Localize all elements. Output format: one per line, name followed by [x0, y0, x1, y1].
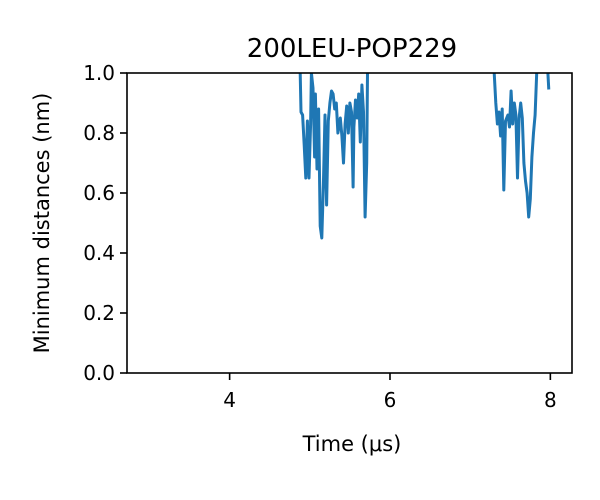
y-tick-label: 0.0: [83, 361, 115, 385]
series-line-segment: [298, 73, 370, 240]
series-line-segment: [546, 73, 551, 90]
plot-frame: [126, 72, 573, 374]
x-axis: 4 6 8: [223, 373, 557, 412]
y-axis-label: Minimum distances (nm): [30, 93, 54, 354]
x-tick-label: 8: [544, 388, 557, 412]
plot-area: [126, 72, 573, 374]
series-line-segment: [492, 73, 539, 219]
y-tick-label: 0.6: [83, 181, 115, 205]
x-tick-label: 6: [384, 388, 397, 412]
y-tick-label: 0.2: [83, 301, 115, 325]
y-tick-label: 1.0: [83, 61, 115, 85]
y-tick-label: 0.4: [83, 241, 115, 265]
y-tick-label: 0.8: [83, 121, 115, 145]
x-axis-label: Time (μs): [302, 432, 402, 456]
y-axis: 0.0 0.2 0.4 0.6 0.8 1.0: [83, 61, 127, 385]
x-tick-label: 4: [223, 388, 236, 412]
chart-title: 200LEU-POP229: [247, 34, 457, 64]
